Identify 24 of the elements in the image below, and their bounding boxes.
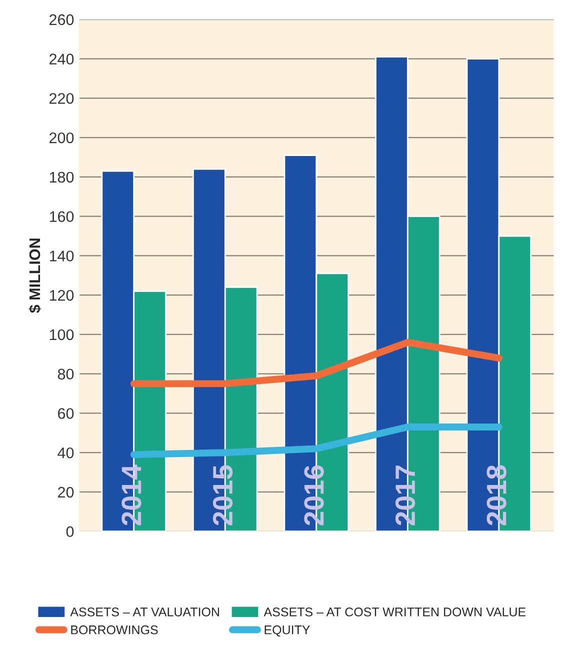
x-tick-label: 2014 <box>122 464 142 526</box>
y-tick-label: 80 <box>58 368 74 380</box>
x-tick-label: 2017 <box>395 466 416 526</box>
y-tick-label: 220 <box>50 93 74 104</box>
legend-label: EQUITY <box>264 625 310 637</box>
legend-label: BORROWINGS <box>71 625 158 634</box>
y-tick-label: 120 <box>50 290 74 301</box>
y-tick-label: 20 <box>58 486 74 498</box>
y-axis-title: $ MILLION <box>28 238 42 313</box>
legend-label: ASSETS – AT VALUATION <box>70 608 219 616</box>
y-tick-label: 260 <box>50 14 74 26</box>
y-tick-label: 240 <box>50 54 74 65</box>
y-tick-label: 40 <box>58 447 74 458</box>
y-tick-label: 160 <box>50 211 74 222</box>
y-tick-label: 60 <box>58 408 74 419</box>
legend-label: ASSETS – AT COST WRITTEN DOWN VALUE <box>264 608 526 616</box>
x-tick-label: 2016 <box>304 465 324 526</box>
x-tick-label: 2015 <box>212 465 233 526</box>
y-tick-label: 0 <box>66 526 74 538</box>
y-tick-label: 200 <box>50 132 74 144</box>
x-tick-label: 2018 <box>486 465 506 526</box>
y-tick-label: 100 <box>50 329 74 340</box>
y-tick-label: 140 <box>50 250 74 262</box>
y-tick-label: 180 <box>50 172 74 183</box>
